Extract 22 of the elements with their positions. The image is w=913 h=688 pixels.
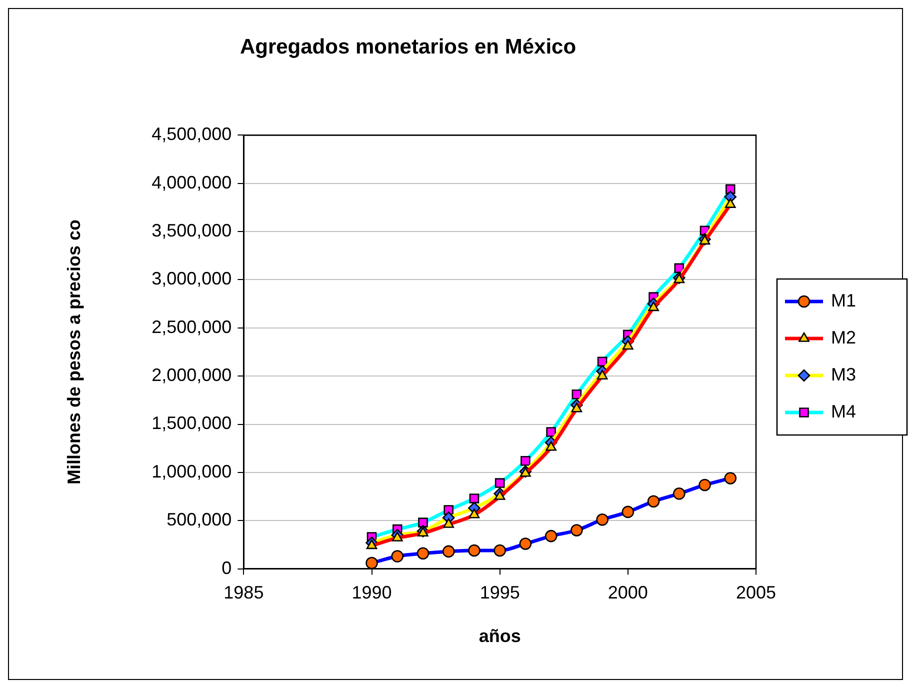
x-tick-label: 2000 bbox=[608, 582, 648, 603]
y-tick-label: 4,000,000 bbox=[152, 172, 232, 192]
y-axis-title: Millones de pesos a precios co bbox=[64, 219, 84, 485]
y-tick-label: 0 bbox=[222, 558, 232, 578]
chart-title: Agregados monetarios en México bbox=[240, 35, 576, 58]
y-tick-label: 500,000 bbox=[166, 510, 232, 530]
legend-label: M3 bbox=[831, 364, 856, 384]
y-tick-label: 1,000,000 bbox=[152, 461, 232, 482]
x-tick-label: 1985 bbox=[224, 582, 264, 603]
y-tick-label: 2,000,000 bbox=[152, 365, 232, 386]
x-axis-title: años bbox=[478, 626, 521, 646]
x-tick-label: 1990 bbox=[352, 582, 392, 603]
legend-label: M2 bbox=[831, 327, 856, 348]
legend-label: M1 bbox=[831, 290, 856, 310]
x-tick-label: 2005 bbox=[736, 582, 776, 603]
y-tick-label: 3,000,000 bbox=[152, 268, 232, 289]
y-tick-label: 1,500,000 bbox=[152, 413, 232, 434]
legend-label: M4 bbox=[831, 401, 856, 422]
x-tick-label: 1995 bbox=[480, 582, 520, 603]
y-tick-label: 3,500,000 bbox=[152, 220, 232, 241]
y-tick-label: 4,500,000 bbox=[152, 124, 232, 144]
y-tick-label: 2,500,000 bbox=[152, 316, 232, 337]
